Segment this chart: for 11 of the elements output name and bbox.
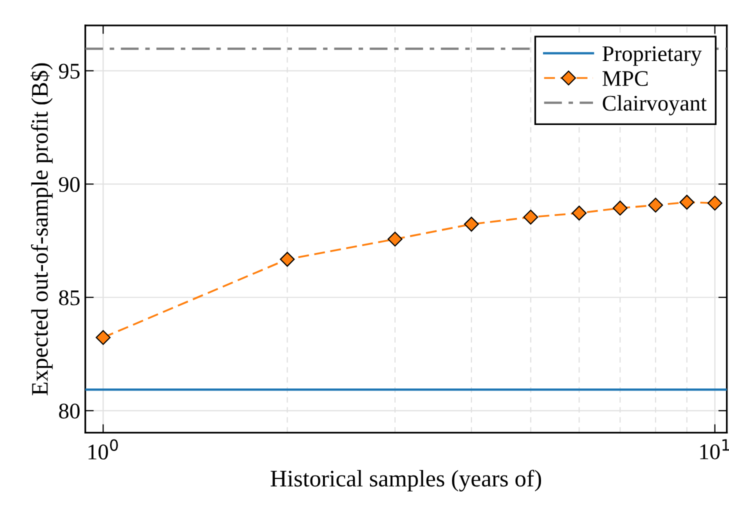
x-tick-label: 10$^{1}$ [700, 439, 729, 460]
y-tick-label: 80 [59, 404, 80, 419]
y-tick-label: 95 [58, 64, 80, 79]
x-tick-label: 10$^{0}$ [88, 439, 118, 460]
y-tick-label: 90 [58, 177, 80, 192]
legend-label: Proprietary [602, 46, 702, 66]
legend-label: MPC [602, 71, 648, 86]
y-tick-label: 85 [59, 290, 80, 306]
legend-label: Clairvoyant [602, 95, 707, 116]
y-axis-title: Expected out-of-sample profit (B$) [30, 63, 53, 396]
x-axis-title: Historical samples (years of) [270, 470, 542, 492]
